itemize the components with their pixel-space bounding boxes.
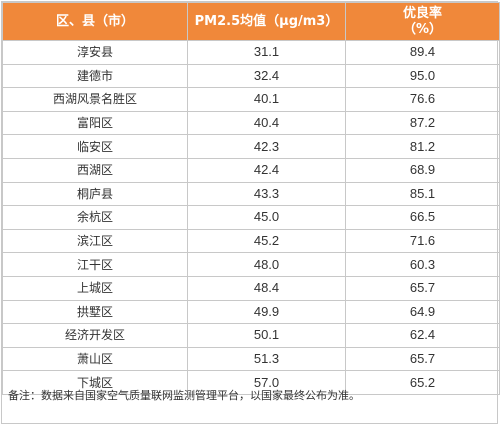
region-cell: 建德市 bbox=[2, 63, 188, 89]
rate-cell: 65.7 bbox=[345, 275, 500, 301]
region-cell: 桐庐县 bbox=[2, 181, 188, 207]
table-row: 下城区 57.0 65.2 bbox=[2, 370, 500, 395]
rate-cell: 60.3 bbox=[345, 252, 500, 277]
rate-cell: 95.0 bbox=[345, 63, 500, 89]
rate-cell: 65.2 bbox=[345, 370, 500, 395]
table-row: 淳安县 31.1 89.4 bbox=[2, 40, 500, 65]
rate-cell: 66.5 bbox=[345, 205, 500, 230]
region-cell: 富阳区 bbox=[2, 110, 188, 136]
pm25-cell: 31.1 bbox=[187, 40, 346, 65]
table-body: 淳安县 31.1 89.4 建德市 32.4 95.0 西湖风景名胜区 40.1 76.6 富阳区… bbox=[2, 40, 500, 395]
region-cell: 淳安县 bbox=[2, 40, 188, 65]
region-cell: 西湖风景名胜区 bbox=[2, 87, 188, 112]
table-row: 临安区 42.3 81.2 bbox=[2, 134, 500, 159]
region-cell: 余杭区 bbox=[2, 205, 188, 230]
rate-cell: 64.9 bbox=[345, 299, 500, 325]
footnote: 备注：数据来自国家空气质量联网监测管理平台，以国家最终公布为准。 bbox=[8, 389, 360, 402]
region-cell: 江干区 bbox=[2, 252, 188, 277]
table-row: 富阳区 40.4 87.2 bbox=[2, 110, 500, 136]
table-row: 余杭区 45.0 66.5 bbox=[2, 205, 500, 230]
rate-cell: 89.4 bbox=[345, 40, 500, 65]
rate-cell: 65.7 bbox=[345, 346, 500, 372]
table-row: 建德市 32.4 95.0 bbox=[2, 63, 500, 89]
pm25-cell: 50.1 bbox=[187, 323, 346, 348]
region-cell: 上城区 bbox=[2, 275, 188, 301]
table-row: 江干区 48.0 60.3 bbox=[2, 252, 500, 277]
header-rate: 优良率 （%） bbox=[345, 2, 500, 41]
table-row: 上城区 48.4 65.7 bbox=[2, 275, 500, 301]
region-cell: 西湖区 bbox=[2, 157, 188, 183]
rate-cell: 71.6 bbox=[345, 228, 500, 254]
region-cell: 滨江区 bbox=[2, 228, 188, 254]
pm25-cell: 48.0 bbox=[187, 252, 346, 277]
header-rate-label: 优良率 bbox=[402, 5, 442, 21]
pm25-cell: 45.2 bbox=[187, 228, 346, 254]
table-row: 桐庐县 43.3 85.1 bbox=[2, 181, 500, 207]
pm25-table: 区、县（市） PM2.5均值（μg/m3） 优良率 （%） 淳安县 31.1 89.… bbox=[2, 2, 500, 395]
region-cell: 萧山区 bbox=[2, 346, 188, 372]
region-cell: 拱墅区 bbox=[2, 299, 188, 325]
table-row: 拱墅区 49.9 64.9 bbox=[2, 299, 500, 325]
header-region: 区、县（市） bbox=[2, 2, 188, 41]
rate-cell: 87.2 bbox=[345, 110, 500, 136]
header-pm25: PM2.5均值（μg/m3） bbox=[187, 2, 346, 41]
table-row: 西湖风景名胜区 40.1 76.6 bbox=[2, 87, 500, 112]
table-row: 滨江区 45.2 71.6 bbox=[2, 228, 500, 254]
pm25-cell: 51.3 bbox=[187, 346, 346, 372]
rate-cell: 81.2 bbox=[345, 134, 500, 159]
table-header-row: 区、县（市） PM2.5均值（μg/m3） 优良率 （%） bbox=[2, 2, 500, 41]
rate-cell: 76.6 bbox=[345, 87, 500, 112]
region-cell: 临安区 bbox=[2, 134, 188, 159]
pm25-cell: 40.4 bbox=[187, 110, 346, 136]
pm25-cell: 48.4 bbox=[187, 275, 346, 301]
rate-cell: 85.1 bbox=[345, 181, 500, 207]
table-row: 西湖区 42.4 68.9 bbox=[2, 157, 500, 183]
region-cell: 经济开发区 bbox=[2, 323, 188, 348]
pm25-cell: 42.4 bbox=[187, 157, 346, 183]
pm25-cell: 42.3 bbox=[187, 134, 346, 159]
pm25-cell: 32.4 bbox=[187, 63, 346, 89]
pm25-cell: 40.1 bbox=[187, 87, 346, 112]
header-rate-unit: （%） bbox=[402, 21, 443, 37]
pm25-cell: 45.0 bbox=[187, 205, 346, 230]
pm25-cell: 49.9 bbox=[187, 299, 346, 325]
rate-cell: 62.4 bbox=[345, 323, 500, 348]
table-row: 萧山区 51.3 65.7 bbox=[2, 346, 500, 372]
pm25-cell: 43.3 bbox=[187, 181, 346, 207]
region-cell: 下城区 bbox=[2, 370, 188, 395]
pm25-cell: 57.0 bbox=[187, 370, 346, 395]
rate-cell: 68.9 bbox=[345, 157, 500, 183]
table-row: 经济开发区 50.1 62.4 bbox=[2, 323, 500, 348]
